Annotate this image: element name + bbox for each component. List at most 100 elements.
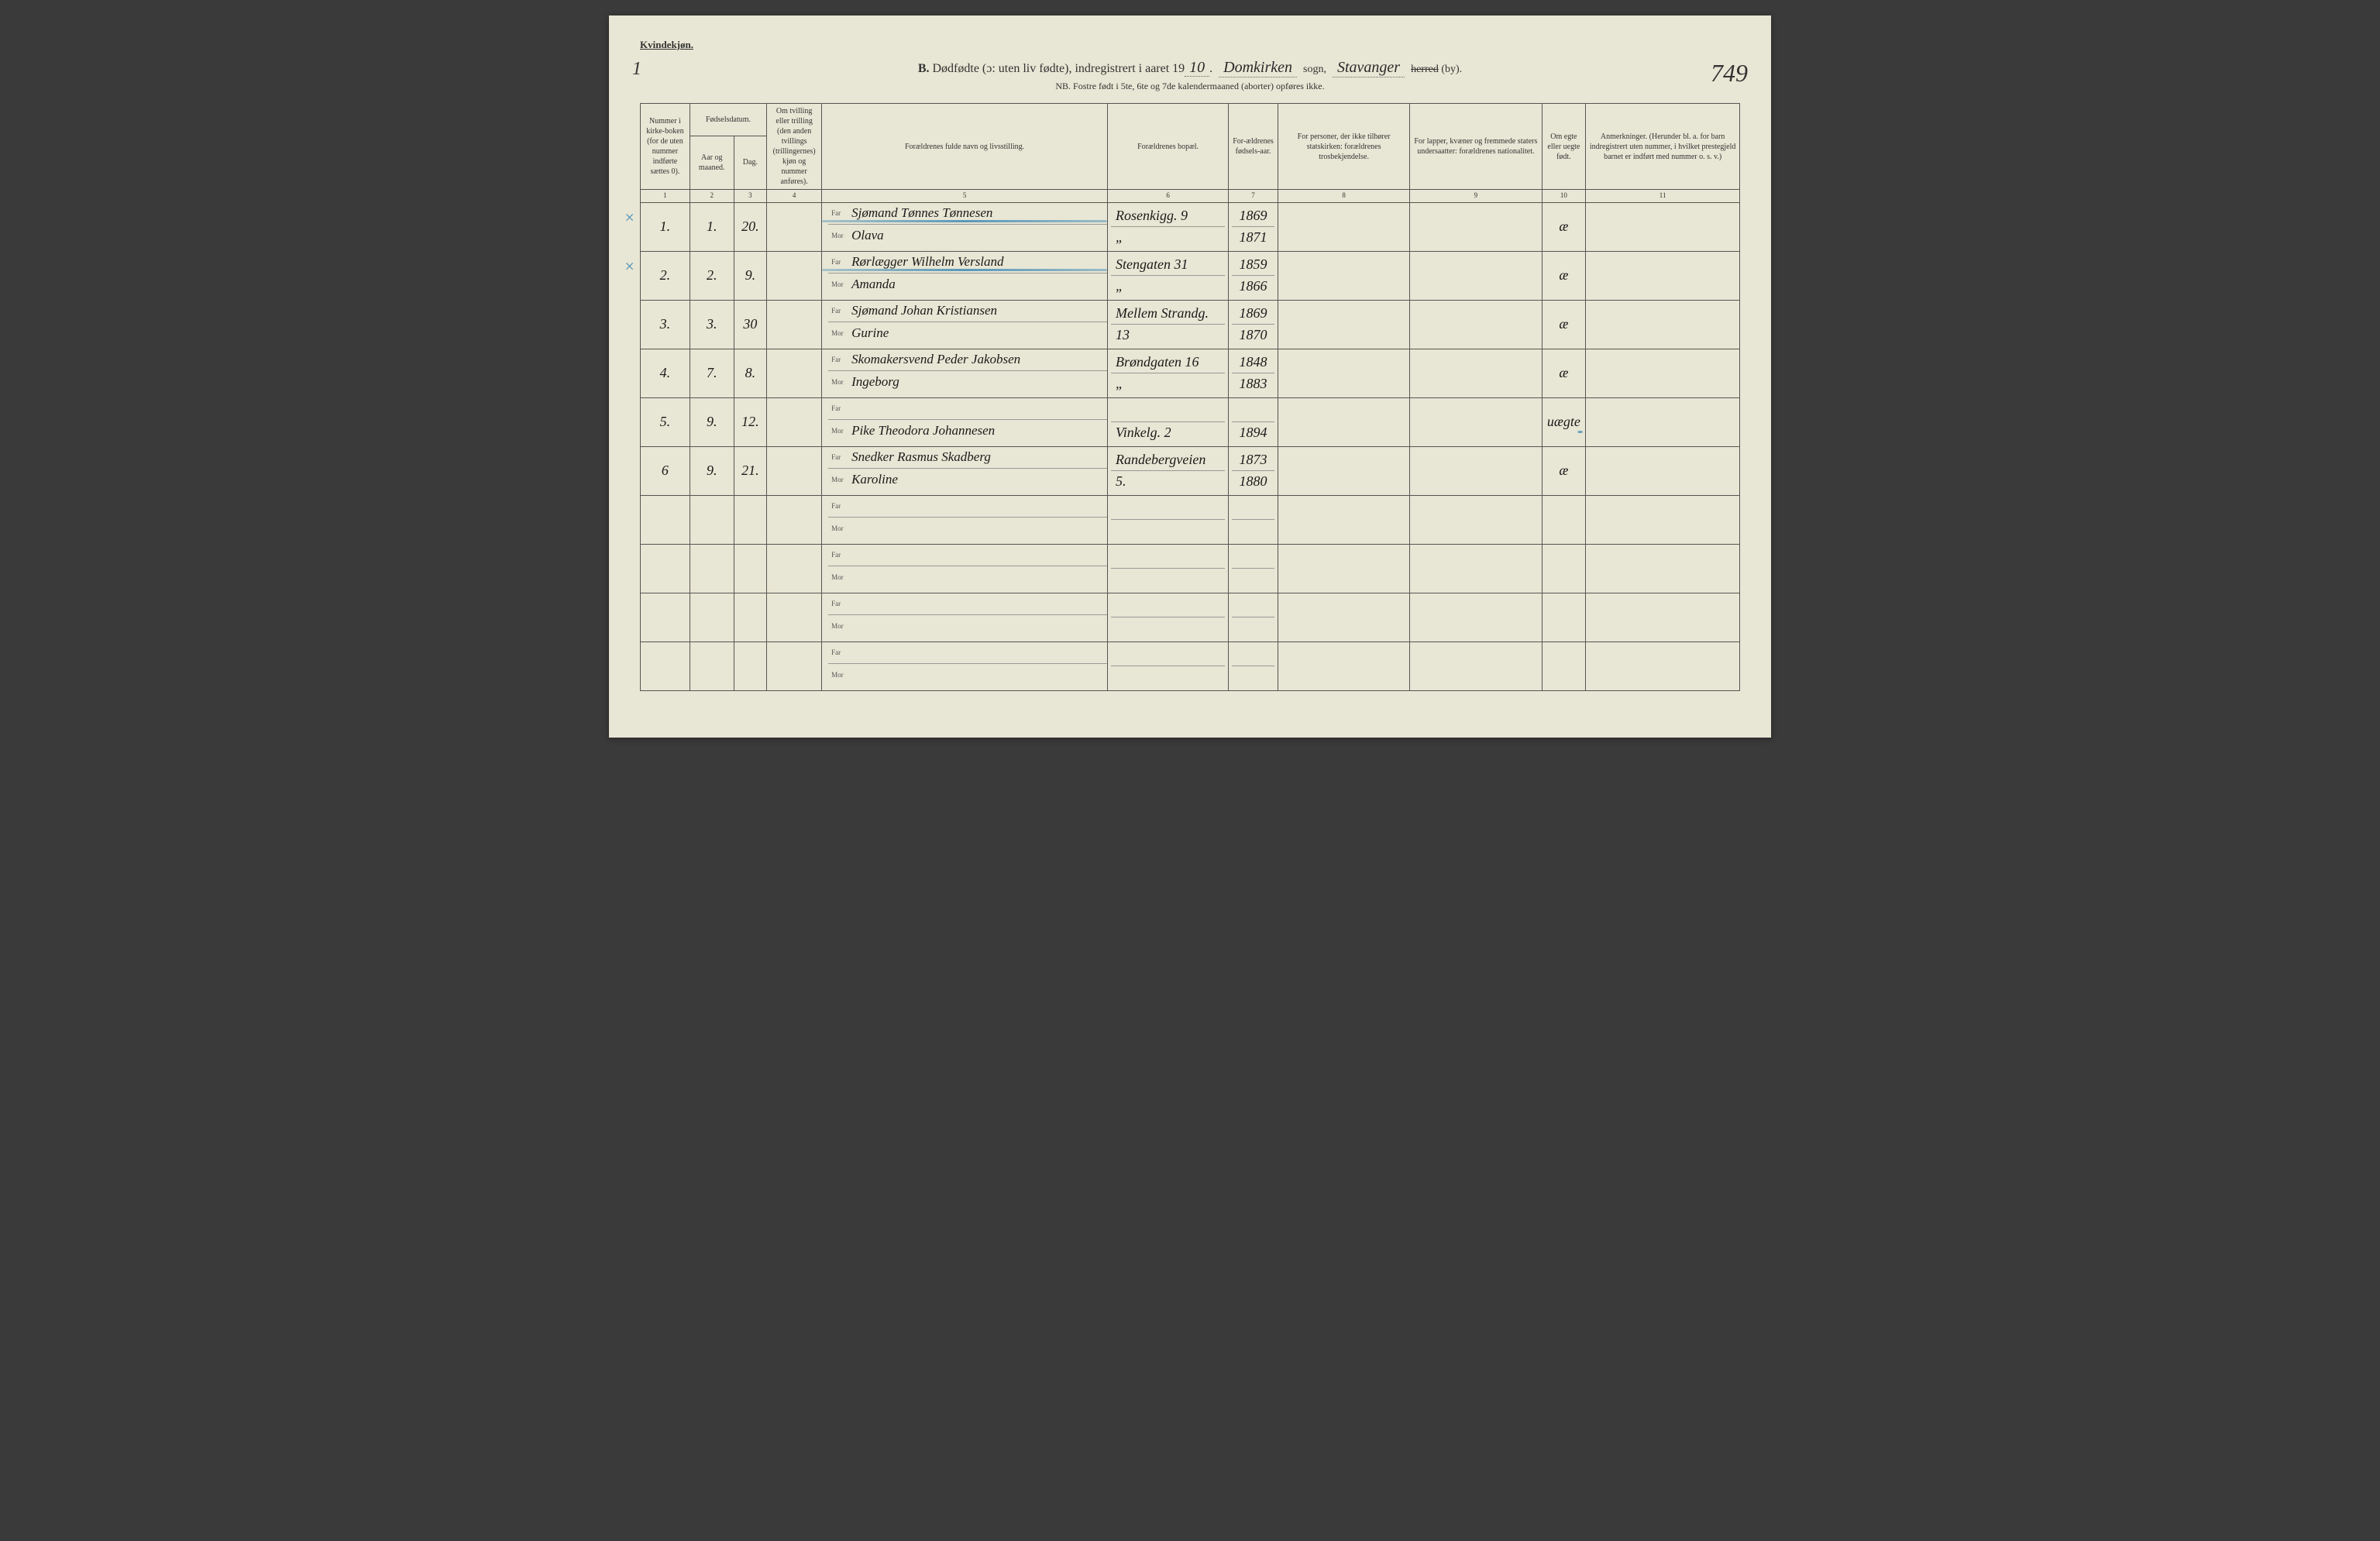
page-number-left: 1	[632, 59, 641, 80]
cell-faar	[1229, 544, 1278, 593]
cell-num: ×1.	[641, 202, 690, 251]
col-header-11: Anmerkninger. (Herunder bl. a. for barn …	[1586, 104, 1740, 190]
table-row: Far Mor	[641, 593, 1740, 642]
col-header-birthdate: Fødselsdatum.	[690, 104, 766, 136]
cell-c11	[1586, 593, 1740, 642]
cell-c9	[1410, 251, 1542, 300]
cell-bopael: Mellem Strandg.13	[1108, 300, 1229, 349]
cell-tv	[767, 251, 822, 300]
cell-parents: FarSjømand Johan Kristiansen MorGurine	[822, 300, 1108, 349]
col-header-1: Nummer i kirke-boken (for de uten nummer…	[641, 104, 690, 190]
cell-faar: 18591866	[1229, 251, 1278, 300]
cell-tv	[767, 642, 822, 690]
cell-aar: 7.	[690, 349, 734, 397]
cell-c8	[1278, 446, 1409, 495]
table-row: 6 9. 21. FarSnedker Rasmus Skadberg MorK…	[641, 446, 1740, 495]
cell-c9	[1410, 642, 1542, 690]
cell-c10: æ	[1542, 300, 1586, 349]
cell-tv	[767, 446, 822, 495]
cell-c8	[1278, 593, 1409, 642]
table-row: 3. 3. 30 FarSjømand Johan Kristiansen Mo…	[641, 300, 1740, 349]
cell-dag: 30	[734, 300, 767, 349]
cell-faar	[1229, 495, 1278, 544]
cell-num	[641, 593, 690, 642]
cell-faar: 18691870	[1229, 300, 1278, 349]
table-row: 4. 7. 8. FarSkomakersvend Peder Jakobsen…	[641, 349, 1740, 397]
cell-num	[641, 544, 690, 593]
cell-c9	[1410, 544, 1542, 593]
table-body: ×1. 1. 20. FarSjømand Tønnes Tønnesen Mo…	[641, 202, 1740, 690]
column-number-row: 1 2 3 4 5 6 7 8 9 10 11	[641, 190, 1740, 203]
cell-c11	[1586, 544, 1740, 593]
cell-c8	[1278, 202, 1409, 251]
col-header-5: Forældrenes fulde navn og livsstilling.	[822, 104, 1108, 190]
cell-c8	[1278, 642, 1409, 690]
cell-aar	[690, 495, 734, 544]
cell-c10: æ	[1542, 349, 1586, 397]
cell-faar: 18731880	[1229, 446, 1278, 495]
cell-num: 5.	[641, 397, 690, 446]
cell-c8	[1278, 495, 1409, 544]
cell-c11	[1586, 202, 1740, 251]
cell-c10	[1542, 642, 1586, 690]
cell-c11	[1586, 446, 1740, 495]
cell-c11	[1586, 349, 1740, 397]
cell-num: ×2.	[641, 251, 690, 300]
cell-bopael	[1108, 495, 1229, 544]
cell-c11	[1586, 642, 1740, 690]
cell-faar	[1229, 642, 1278, 690]
parish-label: sogn,	[1303, 64, 1326, 76]
cell-bopael	[1108, 642, 1229, 690]
cell-dag: 21.	[734, 446, 767, 495]
parish-handwritten: Domkirken	[1219, 59, 1297, 77]
cell-faar: 1894	[1229, 397, 1278, 446]
cell-parents: FarSkomakersvend Peder Jakobsen MorIngeb…	[822, 349, 1108, 397]
cell-c9	[1410, 397, 1542, 446]
cell-c8	[1278, 397, 1409, 446]
cell-aar: 1.	[690, 202, 734, 251]
cell-c8	[1278, 544, 1409, 593]
cell-bopael	[1108, 544, 1229, 593]
col-header-8: For personer, der ikke tilhører statskir…	[1278, 104, 1409, 190]
cell-c10	[1542, 593, 1586, 642]
cell-c10	[1542, 544, 1586, 593]
cell-parents: FarRørlægger Wilhelm Versland MorAmanda	[822, 251, 1108, 300]
table-row: Far Mor	[641, 495, 1740, 544]
cell-faar: 18481883	[1229, 349, 1278, 397]
cell-tv	[767, 495, 822, 544]
year-handwritten: 10	[1185, 59, 1209, 77]
form-title: B. Dødfødte (ɔ: uten liv fødte), indregi…	[918, 59, 1212, 77]
col-header-3: Dag.	[734, 136, 767, 189]
cell-dag	[734, 495, 767, 544]
cell-num	[641, 495, 690, 544]
cell-bopael: Brøndgaten 16„	[1108, 349, 1229, 397]
district-handwritten: Stavanger	[1333, 59, 1405, 77]
cell-faar: 18691871	[1229, 202, 1278, 251]
cell-num	[641, 642, 690, 690]
gender-heading: Kvindekjøn.	[640, 39, 1740, 51]
cell-bopael: Rosenkigg. 9„	[1108, 202, 1229, 251]
col-header-2: Aar og maaned.	[690, 136, 734, 189]
cell-parents: FarSjømand Tønnes Tønnesen MorOlava	[822, 202, 1108, 251]
cell-dag	[734, 544, 767, 593]
cell-c11	[1586, 397, 1740, 446]
cell-tv	[767, 397, 822, 446]
cell-tv	[767, 300, 822, 349]
cell-c8	[1278, 349, 1409, 397]
cell-c11	[1586, 251, 1740, 300]
cell-bopael: Stengaten 31„	[1108, 251, 1229, 300]
col-header-4: Om tvilling eller trilling (den anden tv…	[767, 104, 822, 190]
cell-bopael: Vinkelg. 2	[1108, 397, 1229, 446]
document-page: Kvindekjøn. 1 B. Dødfødte (ɔ: uten liv f…	[609, 15, 1771, 738]
cell-tv	[767, 544, 822, 593]
district-label: herred (by).	[1411, 64, 1462, 76]
cell-aar: 9.	[690, 446, 734, 495]
table-row: ×2. 2. 9. FarRørlægger Wilhelm Versland …	[641, 251, 1740, 300]
cell-aar	[690, 544, 734, 593]
title-row: 1 B. Dødfødte (ɔ: uten liv fødte), indre…	[640, 59, 1740, 77]
cell-c9	[1410, 593, 1542, 642]
cell-c11	[1586, 300, 1740, 349]
cell-c10: æ	[1542, 202, 1586, 251]
page-number-right: 749	[1711, 59, 1748, 88]
cell-c8	[1278, 300, 1409, 349]
